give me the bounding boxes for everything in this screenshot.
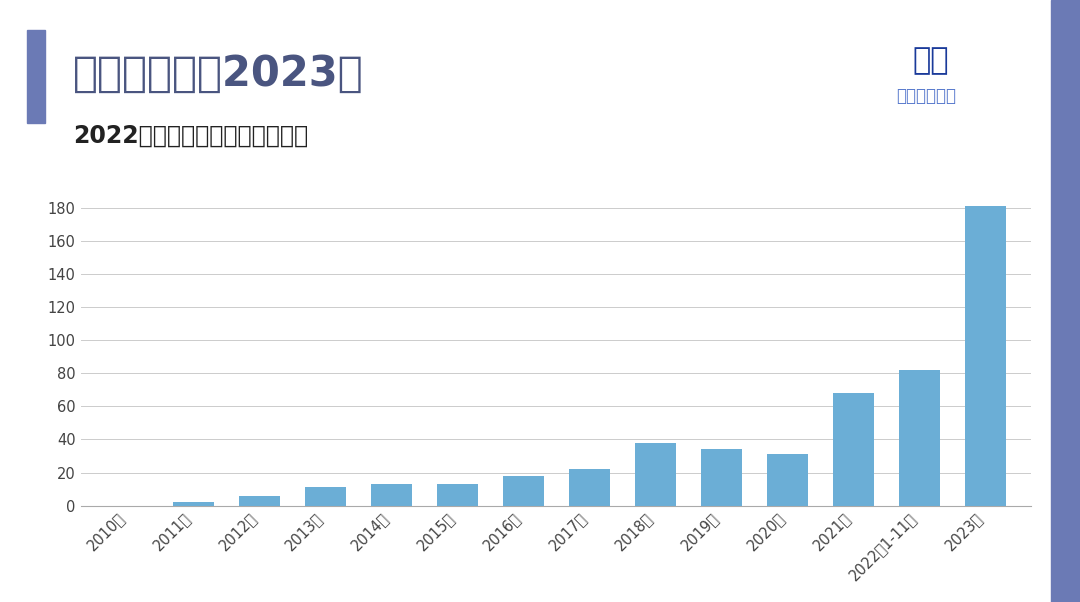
Bar bbox=[239, 496, 280, 506]
Text: 汽车电子设计: 汽车电子设计 bbox=[896, 87, 957, 105]
Bar bbox=[899, 370, 940, 506]
Text: 展望美国市场2023年: 展望美国市场2023年 bbox=[73, 52, 364, 95]
Bar bbox=[701, 449, 742, 506]
Bar bbox=[569, 470, 609, 506]
Bar bbox=[305, 488, 346, 506]
Bar bbox=[436, 484, 477, 506]
Text: 2022年的美国市场是值得期待的: 2022年的美国市场是值得期待的 bbox=[73, 123, 309, 147]
Bar bbox=[173, 502, 214, 506]
Text: 芝能: 芝能 bbox=[913, 46, 949, 75]
Bar bbox=[370, 484, 411, 506]
Bar bbox=[635, 443, 676, 506]
Bar bbox=[833, 393, 874, 506]
Bar bbox=[964, 206, 1005, 506]
Bar bbox=[767, 455, 808, 506]
Bar bbox=[503, 476, 543, 506]
